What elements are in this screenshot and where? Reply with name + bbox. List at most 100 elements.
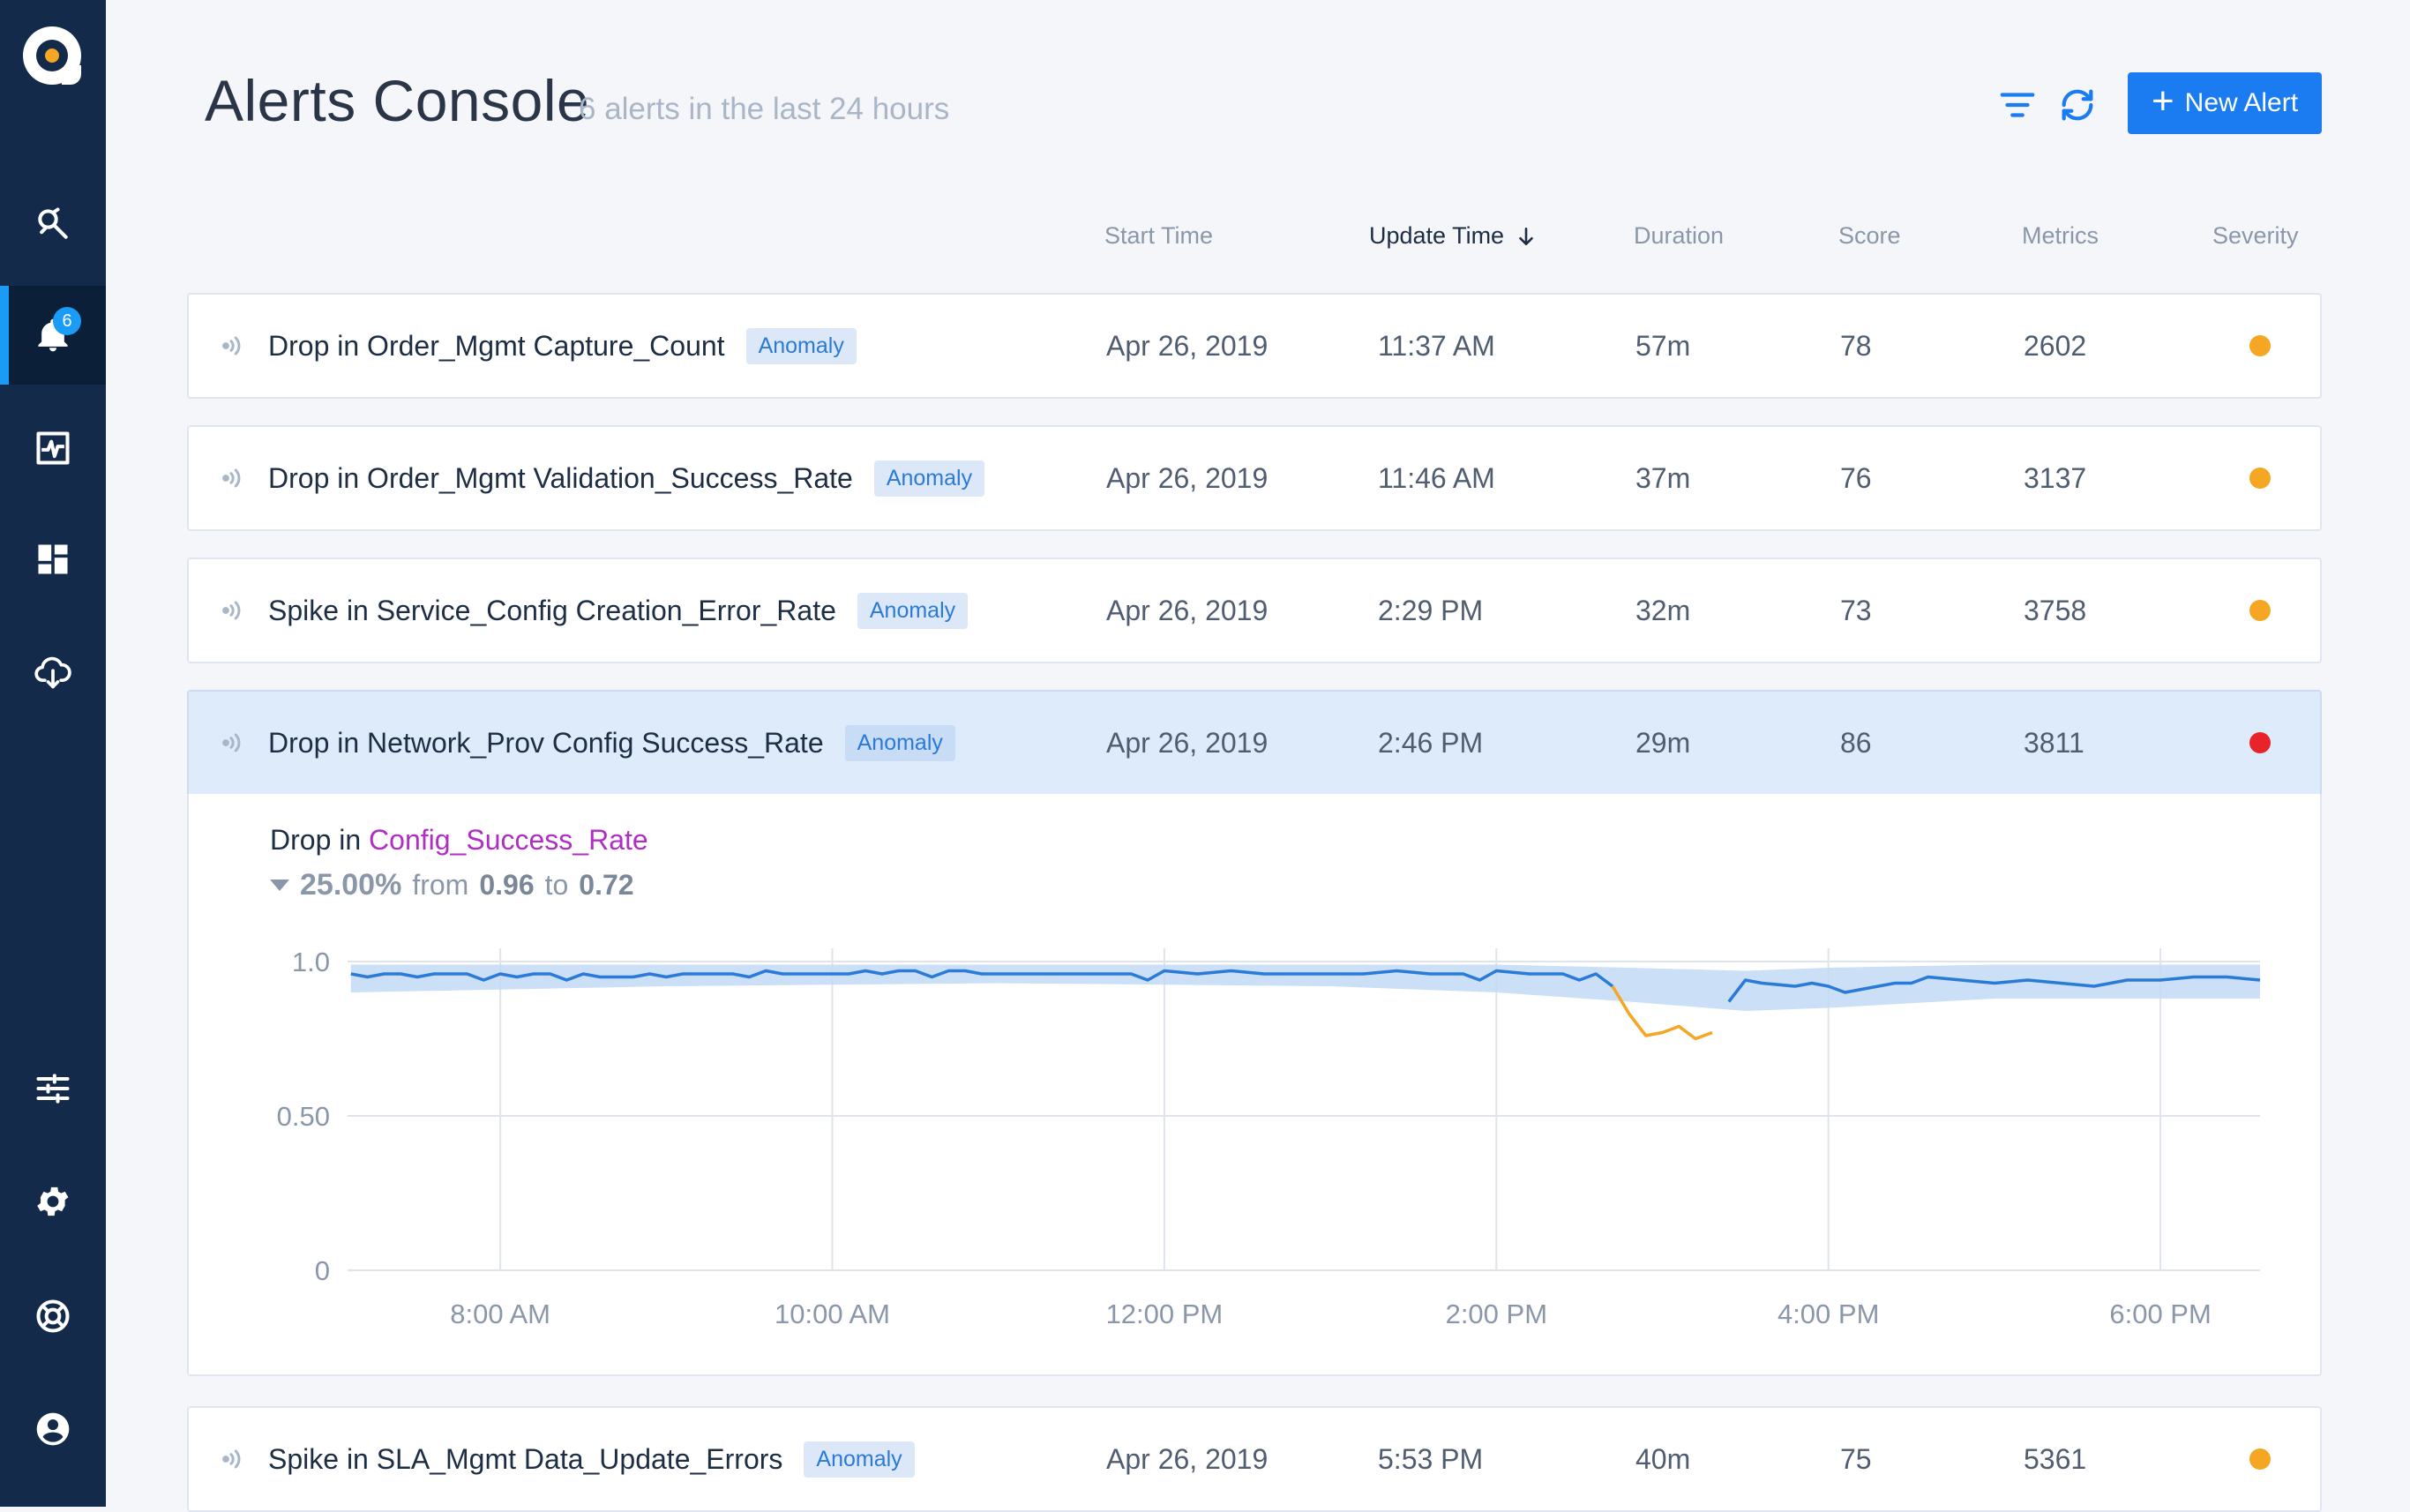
detail-prefix: Drop in — [270, 824, 362, 856]
alert-duration: 40m — [1635, 1442, 1691, 1475]
col-update-time-label: Update Time — [1369, 222, 1505, 249]
alert-update-time: 2:46 PM — [1378, 726, 1484, 759]
signal-icon — [215, 692, 251, 794]
alert-row[interactable]: Drop in Order_Mgmt Capture_Count Anomaly A… — [187, 293, 2322, 399]
alert-type-tag: Anomaly — [844, 724, 955, 761]
col-score[interactable]: Score — [1838, 222, 1901, 249]
alert-start-time: Apr 26, 2019 — [1106, 329, 1269, 362]
cloud-download-icon — [34, 656, 71, 689]
x-tick-label: 4:00 PM — [1778, 1299, 1879, 1329]
nav-alerts[interactable]: 6 — [0, 286, 106, 385]
alert-score: 75 — [1840, 1442, 1872, 1475]
alert-duration: 37m — [1635, 461, 1691, 494]
detail-title: Drop in Config_Success_Rate — [270, 824, 648, 857]
detail-change-pct: 25.00% — [300, 868, 402, 902]
x-tick-label: 6:00 PM — [2109, 1299, 2211, 1329]
alert-name[interactable]: Drop in Order_Mgmt Validation_Success_Ra… — [268, 427, 985, 529]
nav-account[interactable] — [0, 1380, 106, 1478]
alert-title: Drop in Order_Mgmt Capture_Count — [268, 329, 725, 362]
alert-row[interactable]: Drop in Network_Prov Config Success_Rate… — [187, 690, 2322, 796]
col-start-time[interactable]: Start Time — [1104, 222, 1214, 249]
alert-type-tag: Anomaly — [857, 592, 969, 629]
alert-score: 73 — [1840, 594, 1872, 626]
alert-update-time: 11:46 AM — [1378, 461, 1495, 494]
sort-descending-icon — [1519, 227, 1533, 245]
alert-row[interactable]: Spike in Service_Config Creation_Error_R… — [187, 558, 2322, 663]
alert-name[interactable]: Spike in SLA_Mgmt Data_Update_Errors Anom… — [268, 1408, 915, 1510]
detail-from-label: from — [412, 869, 469, 901]
nav-dashboards[interactable] — [0, 510, 106, 609]
alert-title: Drop in Network_Prov Config Success_Rate — [268, 726, 824, 759]
detail-metric-link[interactable]: Config_Success_Rate — [369, 824, 648, 856]
nav-activity[interactable] — [0, 399, 106, 498]
alert-update-time: 11:37 AM — [1378, 329, 1495, 362]
x-tick-label: 12:00 PM — [1106, 1299, 1224, 1329]
alert-score: 76 — [1840, 461, 1872, 494]
col-severity[interactable]: Severity — [2212, 222, 2299, 249]
alert-start-time: Apr 26, 2019 — [1106, 461, 1269, 494]
alert-metrics-count: 3137 — [2024, 461, 2087, 494]
nav-settings[interactable] — [0, 1152, 106, 1251]
dashboard-icon — [38, 544, 68, 574]
new-alert-button[interactable]: + New Alert — [2128, 72, 2322, 134]
alert-name[interactable]: Drop in Network_Prov Config Success_Rate… — [268, 692, 955, 794]
x-tick-label: 2:00 PM — [1446, 1299, 1547, 1329]
severity-indicator — [2249, 1408, 2271, 1510]
alert-duration: 32m — [1635, 594, 1691, 626]
alert-row[interactable]: Spike in SLA_Mgmt Data_Update_Errors Anom… — [187, 1406, 2322, 1512]
refresh-icon[interactable] — [2057, 85, 2098, 125]
nav-settings-controls[interactable] — [0, 1039, 106, 1138]
nav-data-sources[interactable] — [0, 623, 106, 722]
signal-icon — [215, 1408, 251, 1510]
alert-duration: 57m — [1635, 329, 1691, 362]
confidence-band — [350, 964, 2260, 1011]
col-duration[interactable]: Duration — [1634, 222, 1725, 249]
alert-detail-panel: Drop in Config_Success_Rate 25.00% from 0… — [187, 794, 2322, 1376]
activity-icon — [36, 431, 70, 465]
account-icon — [36, 1412, 70, 1446]
down-triangle-icon — [270, 880, 289, 891]
detail-change: 25.00% from 0.96 to 0.72 — [270, 868, 634, 902]
nav-support[interactable] — [0, 1267, 106, 1366]
alert-metrics-count: 5361 — [2024, 1442, 2087, 1475]
support-icon — [36, 1299, 70, 1333]
alert-score: 78 — [1840, 329, 1872, 362]
alert-metrics-count: 2602 — [2024, 329, 2087, 362]
signal-icon — [215, 295, 251, 397]
alert-duration: 29m — [1635, 726, 1691, 759]
col-update-time[interactable]: Update Time — [1369, 222, 1538, 250]
y-tick-label: 0 — [315, 1255, 330, 1286]
alert-row[interactable]: Drop in Order_Mgmt Validation_Success_Ra… — [187, 425, 2322, 531]
nav-explore[interactable] — [0, 175, 106, 273]
series-line — [350, 969, 1614, 988]
app-logo[interactable] — [23, 26, 81, 85]
severity-indicator — [2249, 295, 2271, 397]
severity-indicator — [2249, 427, 2271, 529]
detail-to-value: 0.72 — [579, 869, 634, 901]
alert-start-time: Apr 26, 2019 — [1106, 1442, 1269, 1475]
series-line — [1727, 975, 2261, 1003]
alert-metrics-count: 3758 — [2024, 594, 2087, 626]
metric-chart[interactable]: 0 0.50 1.0 8:00 AM 10:00 AM 12:00 PM 2:00 PM 4:… — [189, 926, 2320, 1367]
explore-icon — [38, 207, 68, 239]
detail-from-value: 0.96 — [479, 869, 535, 901]
alert-metrics-count: 3811 — [2024, 726, 2084, 759]
severity-indicator — [2249, 692, 2271, 794]
page-subtitle: 6 alerts in the last 24 hours — [579, 92, 950, 126]
alert-name[interactable]: Drop in Order_Mgmt Capture_Count Anomaly — [268, 295, 857, 397]
alert-type-tag: Anomaly — [873, 460, 985, 497]
new-alert-label: New Alert — [2184, 88, 2299, 117]
alert-score: 86 — [1840, 726, 1872, 759]
filter-icon[interactable] — [1997, 85, 2038, 125]
y-tick-label: 0.50 — [277, 1101, 330, 1132]
gear-icon — [37, 1186, 69, 1216]
alert-type-tag: Anomaly — [745, 327, 857, 364]
signal-icon — [215, 427, 251, 529]
alert-name[interactable]: Spike in Service_Config Creation_Error_R… — [268, 559, 969, 662]
col-metrics[interactable]: Metrics — [2022, 222, 2099, 249]
x-tick-label: 8:00 AM — [450, 1299, 550, 1329]
alert-title: Spike in SLA_Mgmt Data_Update_Errors — [268, 1442, 783, 1475]
alert-update-time: 5:53 PM — [1378, 1442, 1484, 1475]
anomaly-segment — [1611, 985, 1713, 1041]
signal-icon — [215, 559, 251, 662]
